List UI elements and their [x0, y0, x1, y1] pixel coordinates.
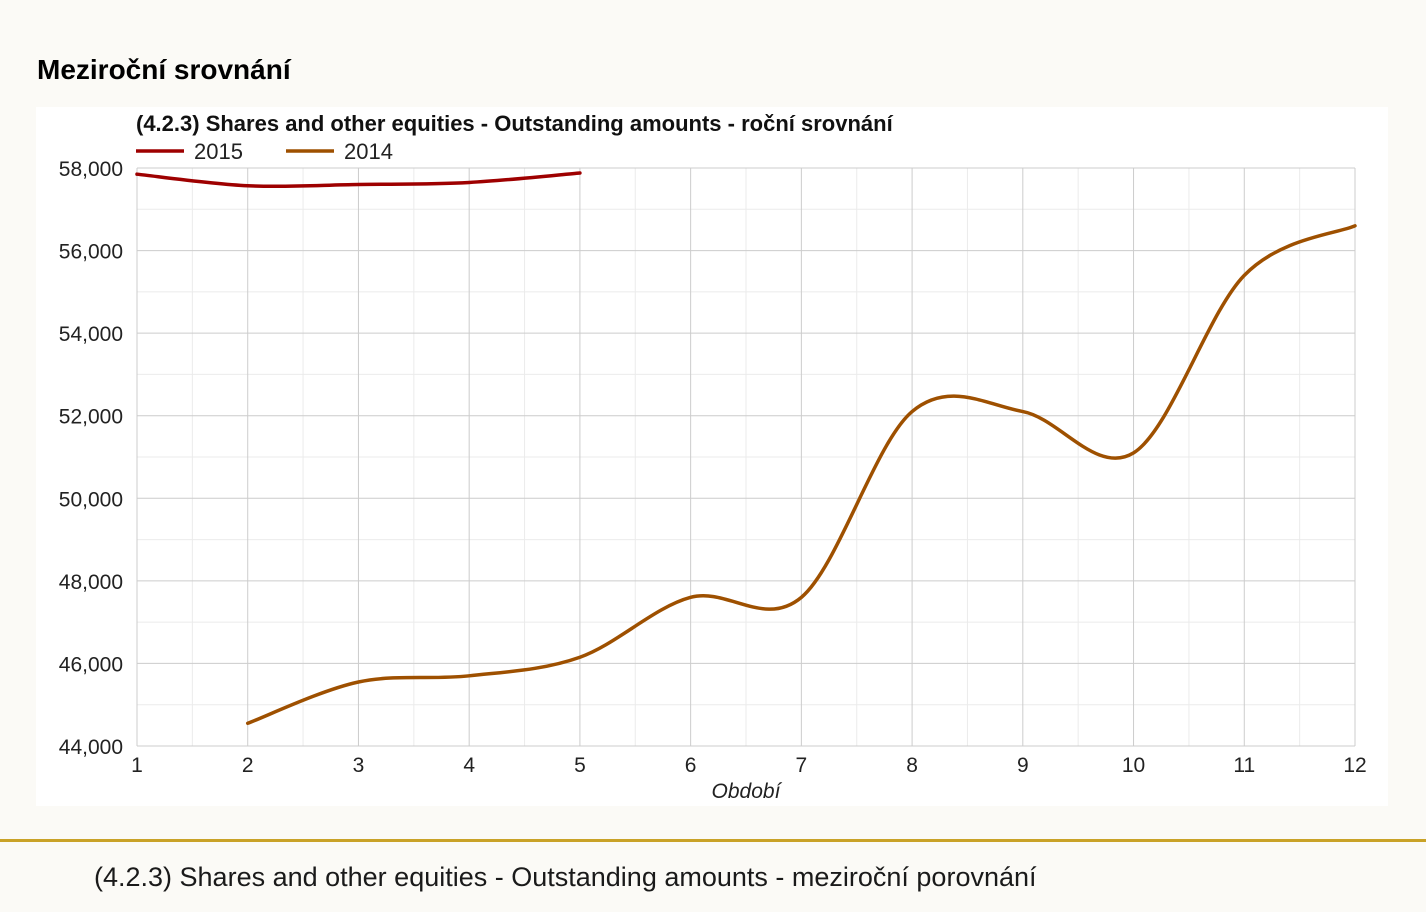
y-tick-label: 56,000 [59, 241, 123, 264]
x-tick-label: 11 [1233, 754, 1255, 777]
x-tick-label: 8 [906, 754, 918, 777]
line-chart: 44,000 46,000 48,000 50,000 52,000 54,000 56,0… [59, 111, 1367, 803]
x-tick-label: 5 [574, 754, 586, 777]
x-tick-label: 10 [1122, 754, 1145, 777]
chart-panel: 44,000 46,000 48,000 50,000 52,000 54,000 56,0… [36, 107, 1388, 806]
y-tick-label: 52,000 [59, 406, 123, 429]
section-heading: Meziroční srovnání [37, 54, 291, 85]
x-tick-label: 12 [1343, 754, 1366, 777]
series-line-2014 [245, 224, 1357, 726]
legend-label: 2014 [344, 139, 393, 164]
x-tick-label: 2 [242, 754, 254, 777]
y-tick-label: 46,000 [59, 653, 123, 676]
y-tick-label: 58,000 [59, 158, 123, 181]
chart-caption: (4.2.3) Shares and other equities - Outs… [94, 862, 1037, 892]
divider [0, 839, 1426, 842]
series-line-2015 [135, 171, 582, 189]
x-axis-label: Období [712, 780, 783, 803]
x-tick-label: 1 [131, 754, 143, 777]
y-tick-label: 50,000 [59, 488, 123, 511]
x-tick-label: 6 [685, 754, 697, 777]
x-tick-label: 9 [1017, 754, 1029, 777]
y-tick-label: 48,000 [59, 571, 123, 594]
legend-label: 2015 [194, 139, 243, 164]
x-tick-label: 4 [463, 754, 475, 777]
chart-title: (4.2.3) Shares and other equities - Outs… [136, 111, 894, 136]
y-tick-label: 54,000 [59, 323, 123, 346]
x-tick-label: 7 [796, 754, 808, 777]
x-tick-label: 3 [353, 754, 365, 777]
y-tick-label: 44,000 [59, 736, 123, 759]
